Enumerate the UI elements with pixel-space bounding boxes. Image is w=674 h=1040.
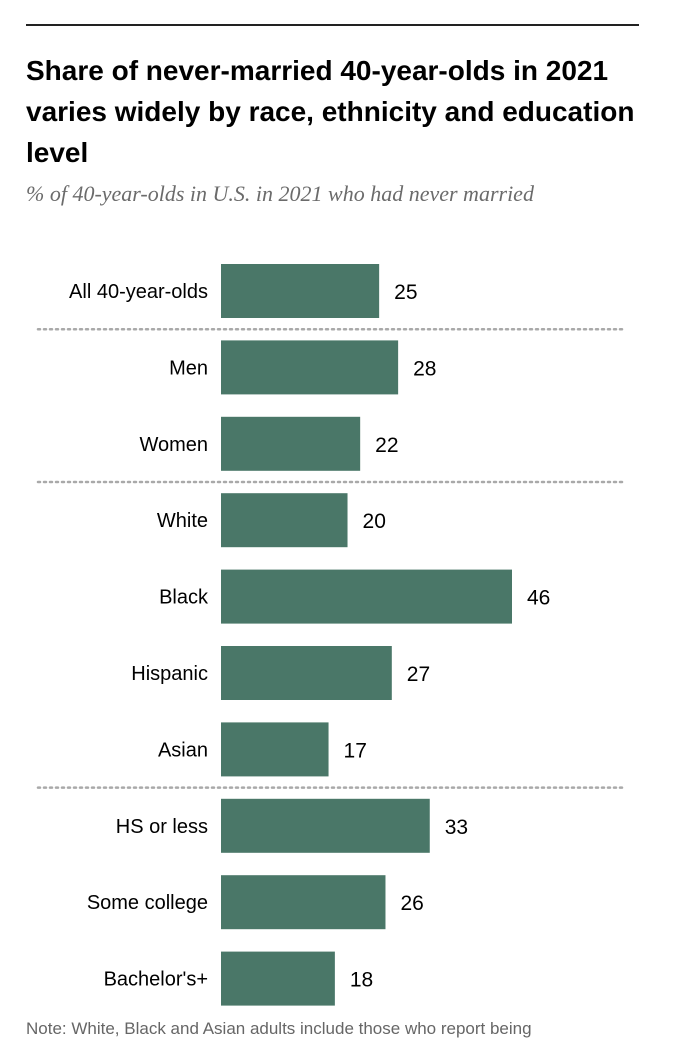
category-label-black: Black bbox=[159, 587, 209, 609]
bar-women bbox=[221, 416, 361, 471]
category-label-hispanic: Hispanic bbox=[131, 663, 208, 685]
category-label-all-40-year-olds: All 40-year-olds bbox=[69, 281, 208, 303]
top-rule bbox=[26, 24, 639, 26]
value-label-black: 46 bbox=[527, 587, 550, 610]
chart-footnote: Note: White, Black and Asian adults incl… bbox=[26, 1019, 532, 1038]
bar-men bbox=[221, 340, 399, 395]
value-label-women: 22 bbox=[375, 434, 398, 457]
value-label-bachelor-s: 18 bbox=[350, 969, 373, 992]
category-label-women: Women bbox=[139, 434, 208, 456]
value-label-white: 20 bbox=[363, 510, 386, 533]
bar-hispanic bbox=[221, 646, 392, 700]
bar-some-college bbox=[221, 875, 386, 930]
category-label-asian: Asian bbox=[158, 739, 208, 761]
bar-all-40-year-olds bbox=[221, 264, 380, 318]
bar-chart: All 40-year-olds 25 Men 28 Women 22 White 20 Bla… bbox=[36, 264, 624, 1006]
value-label-asian: 17 bbox=[344, 739, 367, 762]
category-label-men: Men bbox=[169, 357, 208, 379]
bar-asian bbox=[221, 722, 329, 777]
bar-hs-or-less bbox=[221, 798, 430, 853]
value-label-hs-or-less: 33 bbox=[445, 816, 468, 839]
value-label-men: 28 bbox=[413, 357, 436, 380]
category-label-hs-or-less: HS or less bbox=[116, 816, 208, 838]
chart-title: Share of never-married 40-year-olds in 2… bbox=[26, 55, 635, 168]
category-label-white: White bbox=[157, 510, 208, 532]
bar-bachelor-s bbox=[221, 951, 335, 1006]
category-label-bachelor-s: Bachelor's+ bbox=[104, 969, 208, 991]
value-label-some-college: 26 bbox=[400, 892, 423, 915]
bar-white bbox=[221, 493, 348, 548]
value-label-hispanic: 27 bbox=[407, 663, 430, 686]
bar-black bbox=[221, 569, 512, 624]
value-label-all-40-year-olds: 25 bbox=[394, 281, 417, 304]
chart-subtitle: % of 40-year-olds in U.S. in 2021 who ha… bbox=[26, 181, 534, 206]
category-label-some-college: Some college bbox=[87, 892, 208, 914]
